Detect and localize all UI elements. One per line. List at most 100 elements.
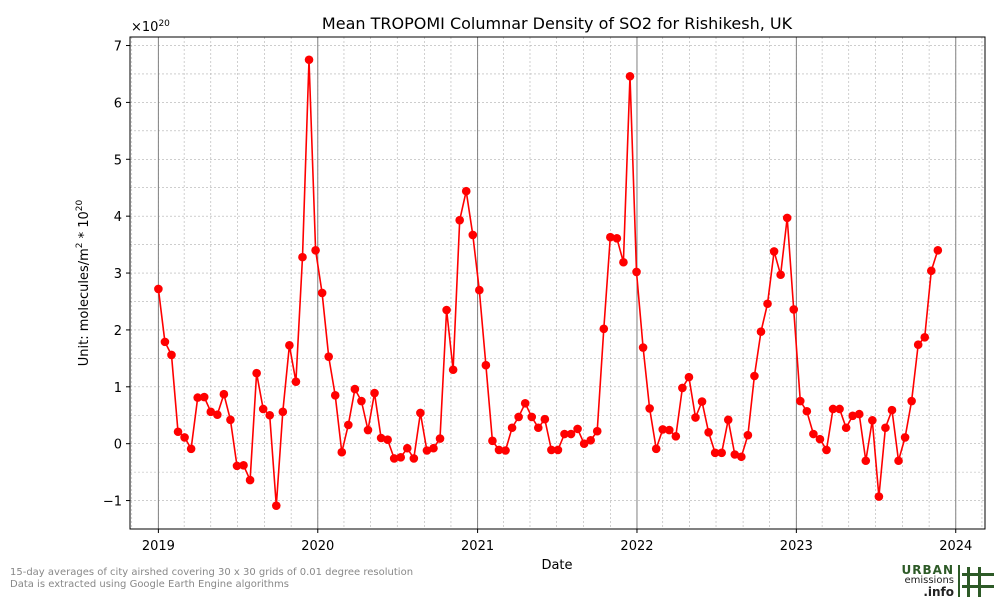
data-point [868, 416, 877, 425]
data-point [442, 305, 451, 315]
data-point [520, 398, 530, 408]
data-point [625, 71, 635, 81]
data-point [389, 454, 399, 463]
data-point [704, 428, 713, 437]
data-point [527, 412, 537, 422]
data-point [560, 429, 569, 439]
data-point [651, 444, 661, 454]
data-point [501, 446, 510, 455]
data-point [154, 284, 163, 294]
data-point [645, 404, 654, 413]
data-point [815, 434, 825, 444]
x-tick-label: 2023 [780, 539, 813, 554]
data-point [291, 377, 301, 386]
data-point [782, 213, 792, 223]
data-point [475, 285, 484, 295]
data-point [691, 413, 700, 422]
data-point [186, 444, 196, 454]
data-point [632, 267, 641, 277]
data-point [592, 426, 602, 436]
data-point [723, 415, 733, 425]
data-point [933, 245, 943, 255]
data-point [239, 460, 248, 470]
data-point [422, 446, 432, 455]
y-tick-label: 4 [114, 210, 122, 225]
data-point [226, 415, 235, 425]
data-point [802, 406, 812, 416]
data-point [468, 230, 478, 240]
y-tick-label: 0 [114, 438, 122, 453]
data-point [750, 371, 759, 381]
data-point [854, 409, 864, 419]
data-point [402, 443, 412, 453]
data-point [835, 404, 844, 414]
y-tick-label: 6 [114, 96, 122, 111]
data-point [193, 393, 202, 402]
x-tick-label: 2022 [620, 539, 653, 554]
grid-hash-icon [958, 565, 994, 597]
y-tick-label: 7 [114, 40, 122, 55]
data-point [245, 475, 255, 485]
axes: −1 0 1 2 3 4 5 6 7 2019 2020 2021 2022 2023 2024 [103, 36, 986, 554]
data-point [573, 424, 582, 434]
data-point [599, 324, 609, 334]
data-point [429, 443, 438, 453]
data-point [304, 55, 314, 65]
data-point [828, 404, 838, 414]
data-point [638, 343, 648, 352]
data-point [717, 448, 726, 458]
data-point [579, 439, 589, 448]
x-tick-label: 2021 [461, 539, 494, 554]
data-point [357, 396, 366, 406]
data-point [481, 360, 491, 370]
data-point [396, 453, 406, 462]
data-point [697, 397, 707, 406]
data-point [514, 412, 523, 422]
data-point [658, 425, 668, 434]
data-point [350, 384, 360, 394]
data-point [907, 396, 916, 406]
data-point [330, 391, 340, 400]
x-axis-label: Date [541, 558, 572, 573]
data-point [494, 445, 504, 455]
data-point [252, 368, 261, 378]
data-point [887, 405, 897, 415]
data-point [271, 501, 281, 510]
data-point [894, 456, 903, 466]
data-point [881, 423, 890, 433]
data-point [324, 352, 333, 361]
footnote-line-2: Data is extracted using Google Earth Eng… [10, 579, 289, 590]
data-point [841, 423, 851, 433]
data-point [488, 436, 497, 446]
data-point [173, 427, 183, 437]
x-tick-label: 2024 [939, 539, 972, 554]
series-so2 [154, 55, 943, 510]
data-point [900, 433, 910, 442]
data-point [763, 299, 772, 309]
axis-offset-label: ×1020 [131, 19, 170, 35]
urban-emissions-logo: URBAN emissions .info [898, 563, 998, 599]
data-point [737, 452, 746, 462]
data-point [435, 434, 445, 443]
y-tick-label: 2 [114, 324, 122, 339]
data-point [448, 365, 458, 375]
data-point [619, 257, 628, 267]
x-tick-label: 2020 [301, 539, 334, 554]
data-point [671, 431, 681, 441]
data-point [298, 252, 307, 262]
data-point [376, 433, 386, 443]
data-point [507, 423, 517, 433]
data-point [317, 288, 327, 298]
data-point [612, 234, 622, 243]
data-point [540, 414, 550, 424]
data-point [180, 433, 189, 442]
data-point [461, 186, 471, 196]
data-point [684, 372, 694, 382]
y-tick-label: −1 [103, 495, 122, 510]
data-point [743, 430, 753, 440]
y-tick-label: 5 [114, 153, 122, 168]
data-point [213, 410, 222, 419]
data-point [409, 454, 419, 463]
data-point [232, 461, 242, 471]
